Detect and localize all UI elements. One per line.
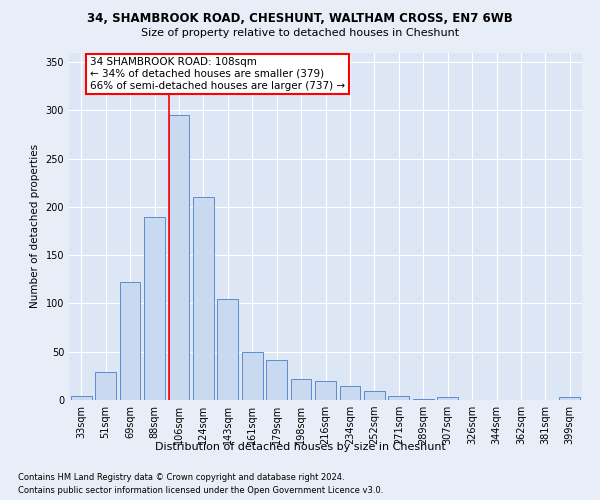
Bar bbox=[266, 360, 287, 400]
Bar bbox=[340, 386, 361, 400]
Text: 34 SHAMBROOK ROAD: 108sqm
← 34% of detached houses are smaller (379)
66% of semi: 34 SHAMBROOK ROAD: 108sqm ← 34% of detac… bbox=[90, 58, 345, 90]
Bar bbox=[413, 399, 434, 400]
Text: Distribution of detached houses by size in Cheshunt: Distribution of detached houses by size … bbox=[155, 442, 445, 452]
Bar bbox=[290, 379, 311, 400]
Bar bbox=[315, 380, 336, 400]
Bar bbox=[437, 397, 458, 400]
Text: Contains public sector information licensed under the Open Government Licence v3: Contains public sector information licen… bbox=[18, 486, 383, 495]
Y-axis label: Number of detached properties: Number of detached properties bbox=[30, 144, 40, 308]
Bar bbox=[119, 282, 140, 400]
Bar bbox=[144, 216, 165, 400]
Bar bbox=[169, 115, 190, 400]
Text: 34, SHAMBROOK ROAD, CHESHUNT, WALTHAM CROSS, EN7 6WB: 34, SHAMBROOK ROAD, CHESHUNT, WALTHAM CR… bbox=[87, 12, 513, 26]
Bar bbox=[193, 198, 214, 400]
Bar bbox=[559, 397, 580, 400]
Bar bbox=[217, 298, 238, 400]
Bar bbox=[71, 396, 92, 400]
Text: Size of property relative to detached houses in Cheshunt: Size of property relative to detached ho… bbox=[141, 28, 459, 38]
Text: Contains HM Land Registry data © Crown copyright and database right 2024.: Contains HM Land Registry data © Crown c… bbox=[18, 472, 344, 482]
Bar bbox=[242, 352, 263, 400]
Bar bbox=[388, 396, 409, 400]
Bar bbox=[364, 392, 385, 400]
Bar bbox=[95, 372, 116, 400]
